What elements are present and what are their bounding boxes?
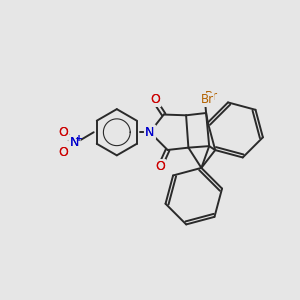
- Text: N: N: [70, 136, 79, 149]
- Text: O: O: [150, 93, 160, 106]
- Text: O: O: [150, 93, 160, 106]
- Text: O: O: [58, 126, 68, 139]
- Text: O: O: [58, 146, 68, 159]
- Text: O: O: [150, 93, 160, 106]
- Text: O: O: [155, 160, 165, 173]
- Text: O: O: [58, 126, 68, 139]
- Text: O: O: [155, 160, 165, 173]
- Text: +: +: [75, 134, 82, 143]
- Text: Br: Br: [201, 93, 214, 106]
- Text: O: O: [58, 146, 68, 159]
- Text: Br: Br: [205, 90, 218, 103]
- Text: O: O: [58, 126, 68, 139]
- Text: Br: Br: [205, 90, 218, 103]
- Text: O: O: [58, 126, 68, 139]
- Text: +: +: [74, 134, 82, 143]
- Text: O: O: [155, 160, 165, 173]
- Text: N: N: [70, 136, 79, 149]
- Text: N: N: [145, 126, 154, 139]
- Text: O: O: [58, 146, 68, 159]
- Text: N: N: [70, 136, 79, 149]
- Text: O: O: [155, 160, 165, 173]
- Text: N: N: [145, 126, 154, 139]
- Text: O: O: [150, 93, 160, 106]
- Text: N: N: [145, 126, 154, 139]
- Text: N: N: [70, 136, 79, 149]
- Text: O: O: [58, 146, 68, 159]
- Text: N: N: [145, 126, 154, 139]
